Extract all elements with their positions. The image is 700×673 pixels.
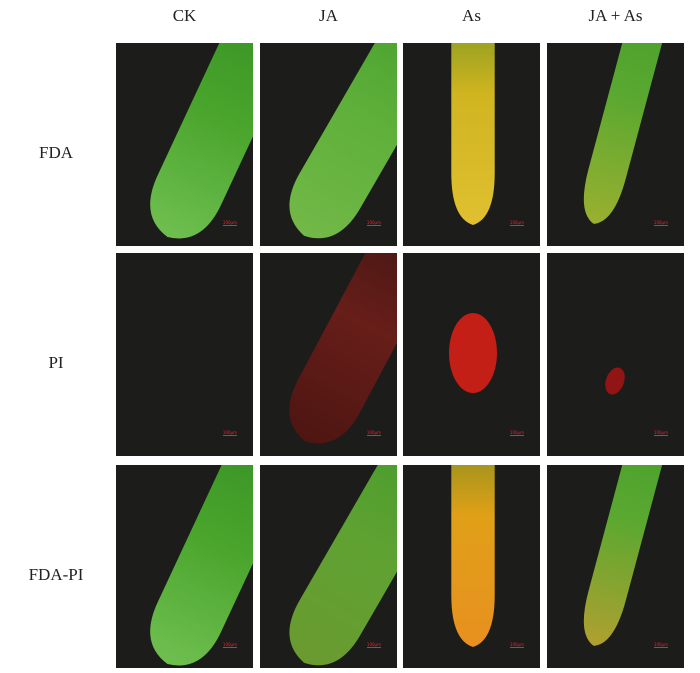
micrograph-image: [289, 43, 397, 239]
micrograph: 100μm: [403, 253, 540, 456]
column-header: JA + As: [588, 6, 643, 25]
micrograph: 100μm: [547, 43, 684, 246]
red-signal: [605, 367, 625, 395]
root: [150, 465, 253, 666]
scale-bar: 100μm: [509, 220, 524, 226]
scale-bar: 100μm: [653, 642, 668, 648]
micrograph-image: [150, 43, 253, 239]
row-header: FDA: [38, 143, 73, 162]
root: [150, 43, 253, 239]
scale-bar: 100μm: [222, 642, 237, 648]
micrograph-image: [116, 253, 253, 456]
micrograph: 100μm: [116, 253, 253, 456]
scale-bar: 100μm: [653, 220, 668, 226]
scale-bar: 100μm: [222, 430, 237, 436]
column-header: JA: [319, 6, 338, 25]
micrograph-image: [289, 253, 397, 444]
micrograph-image: [451, 43, 495, 225]
root: [583, 465, 684, 646]
root: [289, 43, 397, 239]
micrograph-image: [583, 465, 684, 646]
micrograph: 100μm: [116, 43, 253, 246]
root: [289, 253, 397, 444]
micrograph: 100μm: [116, 465, 253, 668]
row-header: FDA-PI: [28, 565, 84, 584]
micrograph-image: [150, 465, 253, 666]
scale-bar: 100μm: [653, 430, 668, 436]
scale-bar: 100μm: [366, 220, 381, 226]
micrograph: 100μm: [403, 465, 540, 668]
column-header: As: [462, 6, 481, 25]
micrograph: 100μm: [547, 465, 684, 668]
column-header: CK: [172, 6, 197, 25]
scale-bar: 100μm: [366, 430, 381, 436]
root: [583, 43, 684, 224]
scale-bar: 100μm: [366, 642, 381, 648]
root: [289, 465, 397, 666]
scale-bar: 100μm: [222, 220, 237, 226]
scale-bar: 100μm: [509, 642, 524, 648]
row-header: PI: [48, 353, 64, 372]
micrograph-image: [289, 465, 397, 666]
micrograph: 100μm: [403, 43, 540, 246]
root: [451, 465, 495, 647]
red-signal: [449, 313, 497, 393]
micrograph: 100μm: [260, 43, 397, 246]
micrograph: 100μm: [260, 465, 397, 668]
micrograph-image: [451, 465, 495, 647]
root: [451, 43, 495, 225]
micrograph-image: [605, 367, 625, 395]
micrograph: 100μm: [260, 253, 397, 456]
micrograph-image: [449, 313, 497, 393]
micrograph-image: [583, 43, 684, 224]
micrograph: 100μm: [547, 253, 684, 456]
scale-bar: 100μm: [509, 430, 524, 436]
